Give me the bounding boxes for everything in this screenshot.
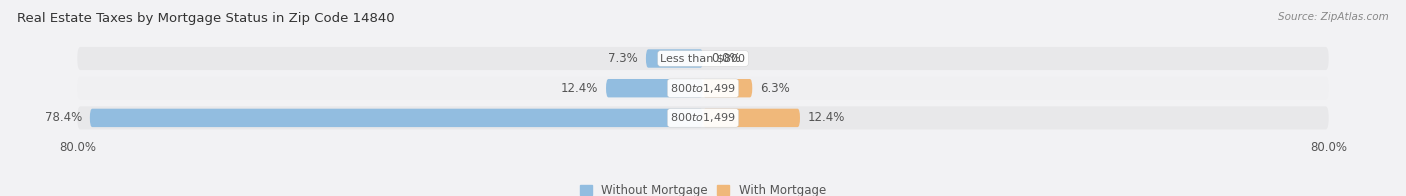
Text: 6.3%: 6.3% [761, 82, 790, 95]
Text: $800 to $1,499: $800 to $1,499 [671, 82, 735, 95]
Text: Less than $800: Less than $800 [661, 54, 745, 64]
Text: 12.4%: 12.4% [561, 82, 598, 95]
FancyBboxPatch shape [77, 106, 1329, 130]
Text: Real Estate Taxes by Mortgage Status in Zip Code 14840: Real Estate Taxes by Mortgage Status in … [17, 12, 395, 25]
FancyBboxPatch shape [90, 109, 703, 127]
FancyBboxPatch shape [645, 49, 703, 68]
Text: 12.4%: 12.4% [808, 111, 845, 124]
Text: 78.4%: 78.4% [45, 111, 82, 124]
FancyBboxPatch shape [77, 47, 1329, 70]
Text: Source: ZipAtlas.com: Source: ZipAtlas.com [1278, 12, 1389, 22]
FancyBboxPatch shape [703, 79, 752, 97]
FancyBboxPatch shape [606, 79, 703, 97]
FancyBboxPatch shape [703, 109, 800, 127]
Text: 7.3%: 7.3% [609, 52, 638, 65]
FancyBboxPatch shape [77, 77, 1329, 100]
Text: $800 to $1,499: $800 to $1,499 [671, 111, 735, 124]
Text: 0.0%: 0.0% [711, 52, 741, 65]
Legend: Without Mortgage, With Mortgage: Without Mortgage, With Mortgage [575, 179, 831, 196]
